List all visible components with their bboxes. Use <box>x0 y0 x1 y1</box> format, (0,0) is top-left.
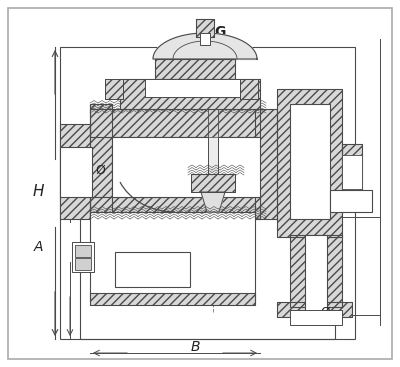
Bar <box>115 252 190 287</box>
Bar <box>290 310 342 325</box>
Bar <box>255 109 277 219</box>
Bar <box>200 33 210 45</box>
Bar <box>342 144 362 199</box>
Bar <box>90 104 112 219</box>
Bar <box>120 79 260 109</box>
Bar <box>342 144 362 199</box>
Text: G: G <box>214 25 226 39</box>
Bar <box>305 235 327 317</box>
Bar <box>290 235 342 307</box>
Bar <box>60 147 92 197</box>
Bar <box>90 212 255 302</box>
Text: B: B <box>190 340 200 354</box>
Bar <box>208 109 218 137</box>
Text: A: A <box>33 240 43 254</box>
Text: Ø: Ø <box>320 305 330 319</box>
Bar <box>80 147 335 339</box>
Bar <box>342 155 362 189</box>
Polygon shape <box>201 192 225 212</box>
Bar <box>112 137 260 197</box>
Bar <box>90 197 260 219</box>
Bar <box>90 109 260 137</box>
Bar <box>277 89 342 237</box>
Bar <box>196 19 214 37</box>
Bar <box>191 174 235 192</box>
Bar <box>75 245 91 257</box>
Bar <box>60 147 92 197</box>
Bar <box>330 190 372 212</box>
Text: n-d: n-d <box>143 264 161 274</box>
Text: Ø: Ø <box>95 164 105 177</box>
Bar <box>105 79 123 99</box>
Bar <box>60 124 90 219</box>
Bar <box>196 19 214 37</box>
Bar <box>208 47 218 202</box>
Bar <box>255 109 277 219</box>
Text: H: H <box>32 185 44 200</box>
Bar <box>90 109 260 137</box>
Bar <box>277 89 342 237</box>
Bar <box>290 104 330 219</box>
Bar <box>191 174 235 192</box>
Polygon shape <box>153 33 257 59</box>
Text: n-d: n-d <box>342 196 360 206</box>
Bar <box>72 242 94 272</box>
Bar <box>277 302 352 317</box>
Bar <box>240 79 258 99</box>
Bar <box>120 79 260 109</box>
Bar <box>155 59 235 79</box>
Bar <box>60 47 355 339</box>
Bar <box>290 235 342 307</box>
Bar <box>90 197 260 219</box>
Bar <box>277 302 352 317</box>
Bar <box>90 293 255 305</box>
Bar <box>60 124 90 219</box>
Bar <box>105 79 123 99</box>
Bar <box>145 79 240 97</box>
Bar <box>240 79 258 99</box>
Bar <box>90 104 112 219</box>
Bar <box>155 59 235 79</box>
Bar <box>75 258 91 270</box>
Bar <box>90 293 255 305</box>
